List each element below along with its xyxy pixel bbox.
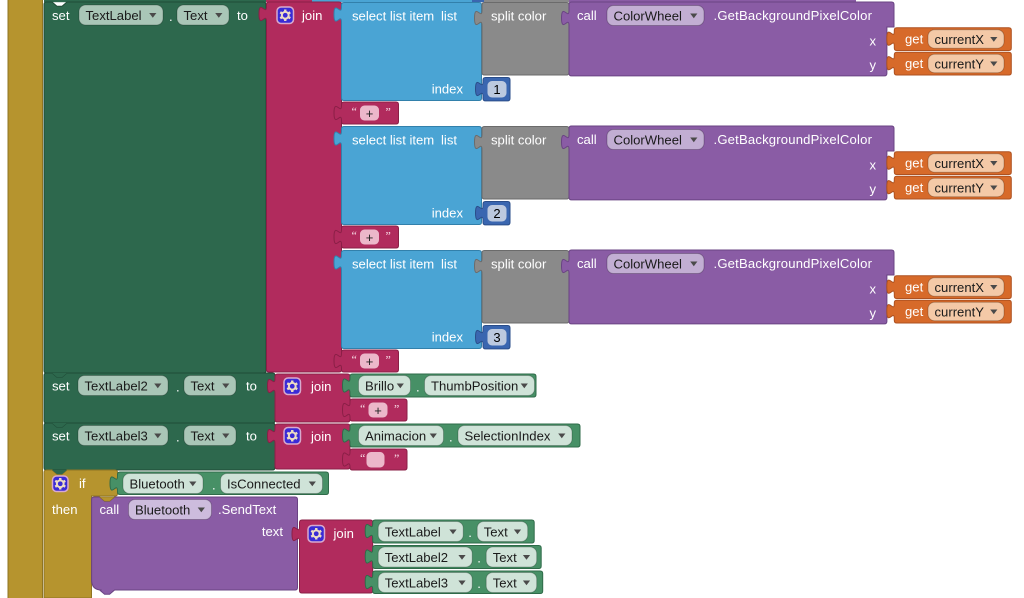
svg-text:join: join: [333, 526, 354, 541]
svg-text:.GetBackgroundPixelColor: .GetBackgroundPixelColor: [714, 132, 873, 147]
svg-text:get: get: [905, 56, 924, 71]
svg-text:split color: split color: [491, 9, 547, 24]
svg-text:set: set: [52, 379, 70, 394]
svg-text:2: 2: [493, 206, 500, 221]
svg-text:join: join: [310, 379, 331, 394]
svg-text:”: ”: [386, 105, 391, 119]
svg-text:Text: Text: [493, 576, 517, 591]
svg-text:split color: split color: [491, 133, 547, 148]
svg-text:.: .: [468, 525, 472, 540]
svg-text:Text: Text: [191, 379, 215, 394]
svg-text:join: join: [310, 429, 331, 444]
svg-text:”: ”: [386, 353, 391, 367]
svg-text:.: .: [449, 430, 453, 445]
svg-text:currentY: currentY: [935, 304, 985, 319]
svg-text:.: .: [212, 478, 216, 493]
svg-text:ColorWheel: ColorWheel: [614, 133, 682, 148]
svg-text:TextLabel3: TextLabel3: [385, 576, 448, 591]
svg-text:call: call: [100, 502, 120, 517]
svg-text:IsConnected: IsConnected: [227, 477, 301, 492]
svg-text:ColorWheel: ColorWheel: [614, 9, 682, 24]
svg-text:“: “: [352, 105, 357, 119]
svg-text:get: get: [905, 180, 924, 195]
svg-text:if: if: [79, 476, 86, 491]
svg-text:.: .: [477, 551, 481, 566]
svg-text:currentX: currentX: [935, 156, 985, 171]
svg-text:list: list: [441, 9, 457, 24]
svg-text:select list item: select list item: [352, 133, 434, 148]
svg-text:Animacion: Animacion: [365, 429, 426, 444]
svg-text:.: .: [416, 380, 420, 395]
svg-text:Text: Text: [484, 525, 508, 540]
svg-text:to: to: [237, 8, 248, 23]
svg-text:then: then: [52, 502, 77, 517]
svg-text:currentY: currentY: [935, 180, 985, 195]
svg-text:+: +: [366, 230, 374, 245]
svg-text:+: +: [366, 106, 374, 121]
svg-text:split color: split color: [491, 257, 547, 272]
svg-text:call: call: [577, 8, 597, 23]
svg-text:TextLabel: TextLabel: [86, 8, 142, 23]
svg-text:list: list: [441, 133, 457, 148]
svg-text:set: set: [52, 429, 70, 444]
svg-text:get: get: [905, 156, 924, 171]
svg-text:.: .: [169, 9, 173, 24]
svg-text:”: ”: [394, 451, 399, 465]
svg-text:ColorWheel: ColorWheel: [614, 257, 682, 272]
svg-text:x: x: [869, 34, 876, 49]
svg-text:currentX: currentX: [935, 32, 985, 47]
svg-text:“: “: [352, 229, 357, 243]
svg-text:.: .: [477, 576, 481, 591]
svg-text:+: +: [366, 354, 374, 369]
svg-text:select list item: select list item: [352, 9, 434, 24]
svg-text:get: get: [905, 304, 924, 319]
svg-text:.GetBackgroundPixelColor: .GetBackgroundPixelColor: [714, 8, 873, 23]
svg-text:”: ”: [394, 402, 399, 416]
svg-text:TextLabel: TextLabel: [385, 525, 441, 540]
svg-text:SelectionIndex: SelectionIndex: [465, 429, 551, 444]
svg-text:”: ”: [386, 229, 391, 243]
svg-text:call: call: [577, 132, 597, 147]
svg-text:set: set: [52, 8, 70, 23]
svg-text:Text: Text: [184, 8, 208, 23]
svg-text:Bluetooth: Bluetooth: [130, 477, 185, 492]
svg-text:get: get: [905, 280, 924, 295]
svg-text:+: +: [374, 403, 382, 418]
svg-text:x: x: [869, 282, 876, 297]
svg-text:TextLabel2: TextLabel2: [85, 379, 148, 394]
svg-text:y: y: [869, 58, 876, 73]
svg-text:.SendText: .SendText: [218, 502, 277, 517]
svg-text:currentY: currentY: [935, 56, 985, 71]
svg-text:.: .: [176, 430, 180, 445]
svg-text:select list item: select list item: [352, 257, 434, 272]
svg-text:“: “: [360, 451, 365, 465]
svg-text:y: y: [869, 306, 876, 321]
svg-text:.GetBackgroundPixelColor: .GetBackgroundPixelColor: [714, 256, 873, 271]
svg-text:join: join: [301, 8, 322, 23]
svg-text:3: 3: [493, 330, 500, 345]
svg-text:text: text: [262, 524, 283, 539]
svg-text:1: 1: [493, 82, 500, 97]
svg-text:y: y: [869, 182, 876, 197]
svg-text:to: to: [246, 429, 257, 444]
svg-text:ThumbPosition: ThumbPosition: [431, 379, 518, 394]
svg-text:TextLabel2: TextLabel2: [385, 550, 448, 565]
svg-text:Text: Text: [191, 429, 215, 444]
svg-text:“: “: [352, 353, 357, 367]
svg-text:Brillo: Brillo: [365, 379, 394, 394]
svg-text:Text: Text: [493, 550, 517, 565]
svg-text:index: index: [432, 330, 464, 345]
svg-text:currentX: currentX: [935, 280, 985, 295]
svg-text:TextLabel3: TextLabel3: [85, 429, 148, 444]
svg-text:to: to: [246, 379, 257, 394]
svg-text:x: x: [869, 158, 876, 173]
svg-text:index: index: [432, 82, 464, 97]
svg-text:get: get: [905, 32, 924, 47]
svg-text:“: “: [360, 402, 365, 416]
svg-text:list: list: [441, 257, 457, 272]
svg-text:call: call: [577, 256, 597, 271]
svg-text:index: index: [432, 206, 464, 221]
svg-text:Bluetooth: Bluetooth: [135, 503, 190, 518]
svg-text:.: .: [176, 380, 180, 395]
